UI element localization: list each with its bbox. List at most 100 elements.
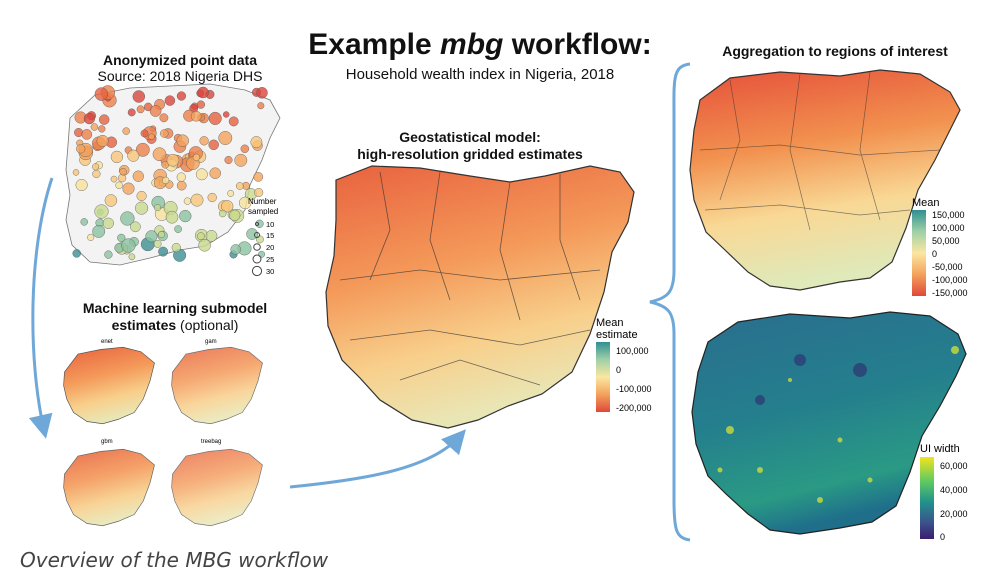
survey-point-marker — [117, 174, 127, 183]
point-markers — [72, 85, 268, 262]
legend-value-30: 30 — [266, 267, 274, 276]
survey-point-marker — [176, 134, 189, 147]
ml-label-treebag: treebag — [201, 439, 221, 445]
survey-point-marker — [94, 87, 109, 101]
survey-point-marker — [159, 113, 169, 123]
survey-point-marker — [157, 230, 165, 238]
mean-tick-neg100000: -100,000 — [932, 275, 968, 285]
survey-point-marker — [171, 243, 181, 253]
point-data-source: Source: 2018 Nigeria DHS — [97, 68, 263, 84]
mean-legend-title: Mean — [912, 197, 940, 209]
geostat-title-line2: high-resolution gridded estimates — [357, 146, 583, 162]
mean-tick-100000: 100,000 — [932, 223, 965, 233]
survey-point-marker — [176, 91, 187, 101]
survey-point-marker — [230, 244, 241, 255]
ui-legend-title: UI width — [920, 443, 960, 455]
survey-point-marker — [164, 95, 176, 106]
survey-point-marker — [149, 105, 162, 117]
survey-point-marker — [72, 169, 80, 176]
legend-circle-30 — [251, 265, 263, 277]
ui-colorbar — [920, 457, 934, 539]
ml-map-gam — [171, 346, 263, 425]
survey-point-marker — [256, 87, 268, 99]
survey-point-marker — [132, 90, 146, 103]
aggregation-ui-map — [691, 311, 967, 535]
survey-point-marker — [127, 149, 140, 162]
geostat-tick-neg100000: -100,000 — [616, 384, 652, 394]
survey-point-marker — [83, 112, 96, 125]
legend-circle-10 — [255, 222, 259, 226]
survey-point-marker — [119, 167, 127, 176]
survey-point-marker — [190, 193, 204, 207]
survey-point-marker — [140, 129, 149, 138]
survey-point-marker — [218, 209, 227, 218]
ui-tick-40000: 40,000 — [940, 485, 968, 495]
survey-point-marker — [196, 100, 206, 109]
survey-point-marker — [205, 230, 218, 242]
survey-point-marker — [96, 134, 109, 147]
geostat-tick-0: 0 — [616, 365, 621, 375]
ml-submodel-title: Machine learning submodel — [82, 300, 268, 316]
survey-point-marker — [160, 129, 169, 138]
aggregation-mean-legend: Mean 150,000 100,000 50,000 0 -50,000 -1… — [912, 197, 968, 298]
survey-point-marker — [198, 239, 211, 252]
ml-label-gbm: gbm — [101, 439, 113, 445]
survey-point-marker — [228, 116, 239, 127]
survey-point-marker — [222, 111, 230, 118]
survey-point-marker — [122, 182, 135, 195]
survey-point-marker — [235, 182, 244, 190]
survey-point-marker — [110, 175, 118, 183]
survey-point-marker — [234, 153, 248, 167]
point-legend-title-1: Number — [248, 197, 277, 206]
ml-map-enet — [63, 346, 155, 425]
survey-point-marker — [246, 228, 258, 240]
geostat-legend-title-1: Mean — [596, 317, 624, 329]
survey-point-marker — [218, 131, 233, 145]
survey-point-marker — [254, 187, 264, 197]
arrow-ml-to-geostat — [289, 429, 466, 489]
survey-point-marker — [240, 144, 250, 154]
mean-tick-0: 0 — [932, 249, 937, 259]
geostat-title-line1: Geostatistical model: — [399, 129, 541, 145]
survey-point-marker — [122, 127, 130, 135]
aggregation-mean-map — [689, 69, 961, 291]
mean-tick-150000: 150,000 — [932, 210, 965, 220]
ml-label-enet: enet — [101, 339, 113, 345]
survey-point-marker — [253, 172, 264, 182]
survey-point-marker — [221, 200, 234, 213]
figure-caption: Overview of the MBG workflow — [20, 548, 329, 572]
ui-tick-0: 0 — [940, 532, 945, 542]
survey-point-marker — [165, 210, 179, 224]
survey-point-marker — [190, 110, 202, 122]
mean-tick-neg50000: -50,000 — [932, 262, 963, 272]
aggregation-brace — [649, 62, 691, 542]
ui-tick-20000: 20,000 — [940, 509, 968, 519]
survey-point-marker — [115, 181, 123, 190]
survey-point-marker — [110, 150, 124, 164]
legend-circle-20 — [253, 243, 261, 251]
survey-point-marker — [183, 197, 192, 205]
geostat-colorbar — [596, 342, 610, 412]
survey-point-marker — [127, 108, 136, 117]
figure-title: Example mbg workflow: — [308, 28, 652, 61]
survey-point-marker — [92, 163, 100, 171]
survey-point-marker — [120, 211, 135, 226]
survey-point-marker — [128, 253, 136, 261]
survey-point-marker — [130, 221, 141, 233]
point-size-legend: Number sampled 10 15 20 25 30 — [248, 197, 278, 277]
geostat-legend: Mean estimate 100,000 0 -100,000 -200,00… — [596, 317, 652, 413]
point-data-title: Anonymized point data — [103, 52, 257, 68]
survey-point-marker — [148, 133, 155, 140]
figure-subtitle: Household wealth index in Nigeria, 2018 — [345, 66, 615, 83]
survey-point-marker — [75, 178, 88, 191]
survey-point-marker — [121, 238, 136, 253]
survey-point-marker — [117, 233, 126, 243]
legend-value-15: 15 — [266, 231, 274, 240]
geostat-legend-title-2: estimate — [596, 329, 638, 341]
survey-point-marker — [258, 250, 265, 258]
survey-point-marker — [255, 235, 264, 244]
survey-point-marker — [227, 189, 235, 197]
survey-point-marker — [179, 210, 192, 223]
survey-point-marker — [166, 153, 180, 167]
